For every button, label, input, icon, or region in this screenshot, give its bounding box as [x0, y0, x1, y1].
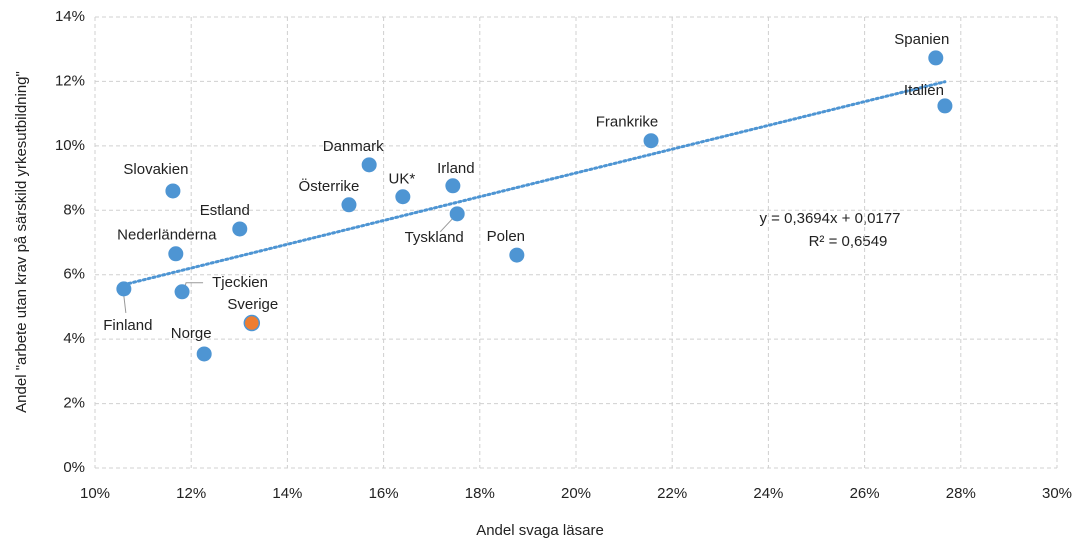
leader-line [123, 295, 127, 313]
point [341, 197, 357, 213]
point [928, 50, 944, 66]
point [243, 314, 261, 332]
point [196, 346, 212, 362]
point [937, 98, 953, 114]
point [445, 178, 461, 194]
point-label: Österrike [299, 177, 360, 195]
x-tick-label: 10% [80, 485, 110, 502]
trendline [122, 80, 947, 287]
point [643, 133, 659, 149]
point [449, 206, 465, 222]
point [165, 183, 181, 199]
trend-r2: R² = 0,6549 [809, 233, 888, 250]
point [168, 246, 184, 262]
y-tick-label: 10% [55, 137, 85, 154]
y-axis-title: Andel "arbete utan krav på särskild yrke… [13, 71, 30, 413]
x-tick-label: 28% [946, 485, 976, 502]
y-tick-label: 8% [63, 201, 85, 218]
x-tick-label: 24% [753, 485, 783, 502]
x-tick-label: 14% [272, 485, 302, 502]
x-tick-label: 16% [369, 485, 399, 502]
point-label: Sverige [227, 296, 278, 313]
point-label: Nederländerna [117, 227, 217, 244]
point [395, 189, 411, 205]
point [509, 247, 525, 263]
point [174, 284, 190, 300]
point-label: Italien [904, 82, 944, 99]
y-tick-label: 2% [63, 395, 85, 412]
point-label: Finland [103, 317, 152, 334]
point [361, 157, 377, 173]
y-tick-label: 0% [63, 459, 85, 476]
point-label: Tjeckien [212, 274, 268, 291]
point-label: Polen [487, 228, 525, 245]
y-tick-label: 14% [55, 8, 85, 25]
point-label: UK* [388, 171, 415, 188]
point [116, 281, 132, 297]
point [232, 221, 248, 237]
y-tick-label: 12% [55, 72, 85, 89]
point-label: Spanien [894, 31, 949, 48]
point-label: Norge [171, 325, 212, 342]
x-tick-label: 18% [465, 485, 495, 502]
y-tick-label: 6% [63, 266, 85, 283]
point-label: Frankrike [596, 114, 659, 131]
point-label: Irland [437, 160, 475, 177]
x-tick-label: 30% [1042, 485, 1072, 502]
point-label: Danmark [323, 138, 384, 155]
y-tick-label: 4% [63, 330, 85, 347]
point-label: Estland [200, 202, 250, 219]
x-axis-title: Andel svaga läsare [476, 522, 604, 539]
point-label: Slovakien [123, 161, 188, 178]
x-tick-label: 22% [657, 485, 687, 502]
x-tick-label: 12% [176, 485, 206, 502]
x-tick-label: 26% [850, 485, 880, 502]
point-label: Tyskland [405, 229, 464, 246]
trend-equation: y = 0,3694x + 0,0177 [760, 210, 901, 227]
x-tick-label: 20% [561, 485, 591, 502]
